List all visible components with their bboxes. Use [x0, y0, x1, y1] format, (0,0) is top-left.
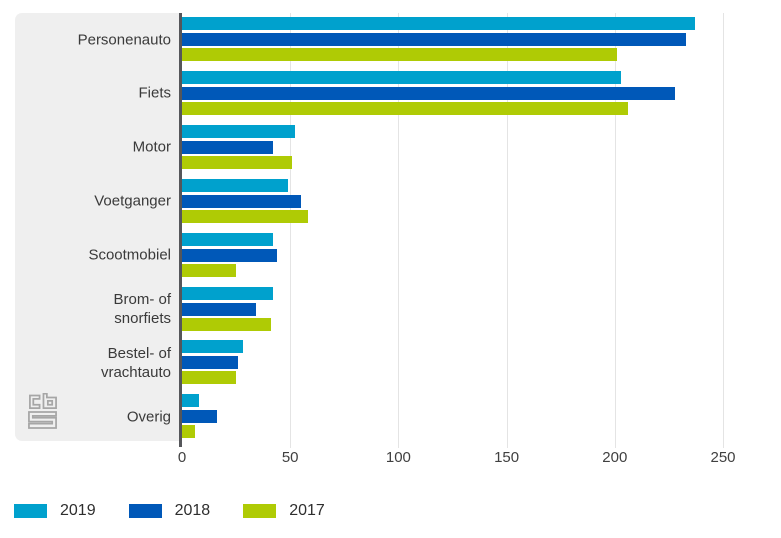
- x-tick-label-250: 250: [710, 449, 736, 466]
- bar-2019-bestel-of-vrachtauto: [182, 340, 243, 354]
- x-axis-tick-labels: 0 50 100 150 200 250: [178, 449, 736, 467]
- category-label: Overig: [126, 408, 171, 426]
- bar-2017-brom-of-snorfiets: [182, 317, 271, 331]
- bar-2019-voetganger: [182, 178, 289, 192]
- legend-item-2019: 2019: [14, 502, 96, 520]
- gridline-50: [290, 13, 292, 448]
- bar-2018-overig: [182, 410, 217, 424]
- bar-2019-motor: [182, 124, 295, 138]
- bar-2019-fiets: [182, 70, 622, 84]
- category-label: Voetganger: [94, 192, 171, 210]
- cbs-logo-letter-b-counter: [46, 399, 54, 406]
- cbs-logo: [28, 393, 57, 429]
- gridline-150: [506, 13, 508, 448]
- bar-2017-voetganger: [182, 209, 308, 223]
- bar-2019-overig: [182, 394, 200, 408]
- category-label: Bestel- of vrachtauto: [100, 344, 171, 381]
- x-tick-label-100: 100: [385, 449, 411, 466]
- legend-label: 2017: [289, 502, 325, 519]
- category-label: Motor: [132, 138, 171, 156]
- bar-2018-fiets: [182, 86, 676, 100]
- bar-2018-voetganger: [182, 194, 302, 208]
- bar-2018-brom-of-snorfiets: [182, 302, 256, 316]
- legend-item-2018: 2018: [128, 502, 211, 520]
- legend-label: 2019: [60, 502, 96, 519]
- legend-swatch-2018: [128, 504, 162, 518]
- legend-label: 2018: [174, 502, 211, 519]
- gridline-100: [398, 13, 400, 448]
- gridline-250: [723, 13, 724, 448]
- cbs-logo-letter-s: [28, 411, 57, 429]
- category-label: Personenauto: [77, 31, 171, 48]
- bar-2017-fiets: [182, 101, 628, 115]
- bar-2017-motor: [182, 155, 293, 169]
- x-tick-label-50: 50: [281, 449, 299, 466]
- cbs-logo-letter-b: [42, 393, 57, 409]
- bar-2019-brom-of-snorfiets: [182, 286, 273, 300]
- x-tick-label-0: 0: [177, 449, 187, 466]
- gridline-200: [614, 13, 616, 448]
- bar-2018-scootmobiel: [182, 248, 278, 262]
- category-panel: Personenauto Fiets Motor Voetganger Scootmob…: [15, 13, 180, 441]
- bar-2018-personenauto: [182, 33, 687, 46]
- bar-2018-motor: [182, 140, 273, 154]
- legend-swatch-2019: [14, 504, 47, 518]
- category-label: Scootmobiel: [88, 246, 171, 264]
- legend-item-2017: 2017: [243, 502, 325, 520]
- y-axis-line: [179, 13, 182, 447]
- legend-swatch-2017: [243, 504, 277, 518]
- cbs-logo-letter-c: [29, 394, 41, 409]
- bar-2018-bestel-of-vrachtauto: [182, 356, 239, 370]
- bar-2019-personenauto: [182, 17, 695, 30]
- bar-2017-overig: [182, 425, 195, 439]
- bar-2017-personenauto: [182, 48, 617, 61]
- plot-area: [182, 13, 724, 448]
- legend: 2019 2018 2017: [14, 502, 325, 520]
- bar-2017-scootmobiel: [182, 263, 237, 277]
- category-label: Brom- of snorfiets: [113, 291, 171, 327]
- x-tick-label-150: 150: [494, 449, 520, 466]
- category-label: Fiets: [138, 84, 171, 102]
- bar-2017-bestel-of-vrachtauto: [182, 371, 237, 385]
- x-tick-label-200: 200: [602, 449, 628, 466]
- bar-2019-scootmobiel: [182, 232, 273, 246]
